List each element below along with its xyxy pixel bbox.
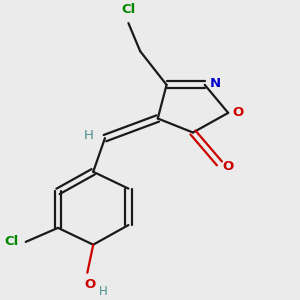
Text: H: H: [99, 285, 108, 298]
Text: O: O: [223, 160, 234, 173]
Text: N: N: [209, 77, 220, 90]
Text: Cl: Cl: [4, 236, 18, 248]
Text: H: H: [84, 129, 94, 142]
Text: Cl: Cl: [121, 3, 136, 16]
Text: O: O: [85, 278, 96, 291]
Text: O: O: [233, 106, 244, 119]
